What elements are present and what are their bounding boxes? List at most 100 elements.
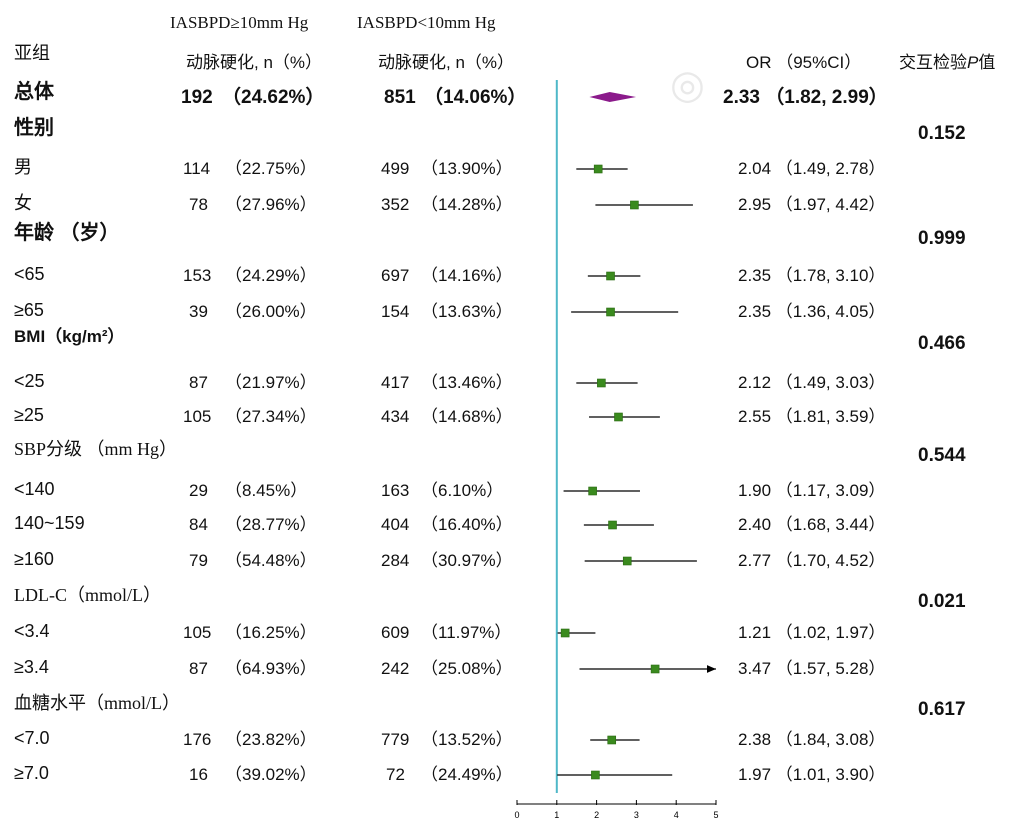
- row-label: <25: [14, 371, 45, 391]
- c2-count: 417: [381, 373, 410, 392]
- c1-count: 84: [189, 515, 208, 534]
- c2-count: 609: [381, 623, 410, 642]
- c1-count: 39: [189, 302, 208, 321]
- overall-c2-count: 851: [384, 87, 416, 108]
- row-label: ≥7.0: [14, 763, 49, 783]
- or-text: 3.47 （1.57, 5.28）: [738, 659, 886, 678]
- or-point-marker: [560, 628, 570, 638]
- overall-or-text: 2.33 （1.82, 2.99）: [723, 87, 888, 108]
- c1-count: 78: [189, 195, 208, 214]
- or-point-marker: [606, 271, 615, 281]
- c1-pct: （21.97%）: [225, 373, 317, 392]
- c1-pct: （24.29%）: [225, 266, 317, 285]
- c1-pct: （26.00%）: [225, 302, 317, 321]
- or-point-marker: [597, 378, 606, 388]
- c2-pct: （13.52%）: [421, 730, 513, 749]
- interaction-p-value: 0.999: [918, 228, 966, 249]
- x-tick-label: 4: [674, 810, 679, 820]
- overall-c1-pct: （24.62%）: [222, 87, 325, 108]
- x-tick-label: 2: [594, 810, 599, 820]
- c1-pct: （16.25%）: [225, 623, 317, 642]
- c2-count: 779: [381, 730, 410, 749]
- interaction-p-value: 0.617: [918, 699, 966, 720]
- c2-pct: （14.28%）: [421, 195, 513, 214]
- row-label: <7.0: [14, 728, 50, 748]
- col1-subtitle: 动脉硬化, n（%）: [186, 53, 323, 72]
- or-text: 2.04 （1.49, 2.78）: [738, 159, 886, 178]
- c1-count: 79: [189, 551, 208, 570]
- or-text: 2.55 （1.81, 3.59）: [738, 407, 886, 426]
- c2-count: 154: [381, 302, 410, 321]
- row-label: 女: [14, 193, 32, 213]
- c2-count: 163: [381, 481, 410, 500]
- c2-count: 434: [381, 407, 410, 426]
- or-text: 2.35 （1.78, 3.10）: [738, 266, 886, 285]
- c1-count: 16: [189, 765, 208, 784]
- c1-pct: （8.45%）: [225, 481, 308, 500]
- c2-count: 242: [381, 659, 410, 678]
- row-label: 140~159: [14, 513, 85, 533]
- row-label: ≥3.4: [14, 657, 49, 677]
- x-tick-label: 0: [514, 810, 519, 820]
- col2-subtitle: 动脉硬化, n（%）: [378, 53, 515, 72]
- c2-pct: （14.68%）: [421, 407, 513, 426]
- col2-title: IASBPD<10mm Hg: [357, 13, 496, 32]
- c1-count: 87: [189, 659, 208, 678]
- or-text: 2.35 （1.36, 4.05）: [738, 302, 886, 321]
- c1-pct: （22.75%）: [225, 159, 317, 178]
- c2-pct: （14.16%）: [421, 266, 513, 285]
- row-label: ≥25: [14, 405, 44, 425]
- p-title-suffix: 值: [978, 53, 996, 72]
- c2-count: 352: [381, 195, 410, 214]
- or-point-marker: [588, 486, 597, 496]
- c2-pct: （24.49%）: [421, 765, 513, 784]
- or-point-marker: [593, 164, 603, 174]
- group-label: BMI（kg/m²）: [14, 327, 125, 346]
- c2-pct: （11.97%）: [421, 623, 512, 642]
- col1-title: IASBPD≥10mm Hg: [170, 13, 309, 32]
- or-point-marker: [608, 520, 617, 530]
- overall-c2-pct: （14.06%）: [424, 87, 527, 108]
- c2-pct: （30.97%）: [421, 551, 513, 570]
- c1-pct: （64.93%）: [225, 659, 317, 678]
- or-title: OR （95%CI）: [746, 53, 862, 72]
- x-tick-label: 3: [634, 810, 639, 820]
- c1-pct: （27.96%）: [225, 195, 317, 214]
- row-label: 男: [14, 157, 32, 177]
- x-tick-label: 5: [713, 810, 718, 820]
- group-label: 性别: [14, 117, 54, 139]
- or-point-marker: [614, 412, 623, 422]
- or-text: 1.97 （1.01, 3.90）: [738, 765, 886, 784]
- group-label: SBP分级 （mm Hg）: [14, 439, 178, 459]
- c2-count: 284: [381, 551, 410, 570]
- or-text: 2.38 （1.84, 3.08）: [738, 730, 886, 749]
- group-label: 血糖水平（mmol/L）: [14, 693, 180, 713]
- c2-pct: （13.90%）: [421, 159, 513, 178]
- or-point-marker: [591, 770, 600, 780]
- row-label: ≥160: [14, 549, 54, 569]
- row-label: <140: [14, 479, 55, 499]
- c1-pct: （28.77%）: [225, 515, 317, 534]
- c1-count: 105: [183, 407, 212, 426]
- overall-c1-count: 192: [181, 87, 213, 108]
- watermark-logo: ◎: [670, 62, 705, 108]
- row-label-overall: 总体: [14, 81, 54, 103]
- c1-pct: （39.02%）: [225, 765, 317, 784]
- c2-pct: （6.10%）: [421, 481, 504, 500]
- or-text: 1.90 （1.17, 3.09）: [738, 481, 886, 500]
- group-label: LDL-C（mmol/L）: [14, 585, 161, 605]
- or-point-marker: [622, 556, 632, 566]
- subgroup-title: 亚组: [14, 43, 50, 63]
- or-point-marker: [606, 307, 615, 317]
- or-text: 2.40 （1.68, 3.44）: [738, 515, 886, 534]
- x-tick-label: 1: [554, 810, 559, 820]
- interaction-p-value: 0.544: [918, 445, 966, 466]
- c2-pct: （16.40%）: [421, 515, 513, 534]
- c1-count: 29: [189, 481, 208, 500]
- c1-pct: （54.48%）: [225, 551, 317, 570]
- or-text: 2.12 （1.49, 3.03）: [738, 373, 886, 392]
- group-label: 年龄 （岁）: [14, 222, 120, 244]
- c1-count: 105: [183, 623, 212, 642]
- or-text: 2.77 （1.70, 4.52）: [738, 551, 886, 570]
- c2-pct: （13.63%）: [421, 302, 513, 321]
